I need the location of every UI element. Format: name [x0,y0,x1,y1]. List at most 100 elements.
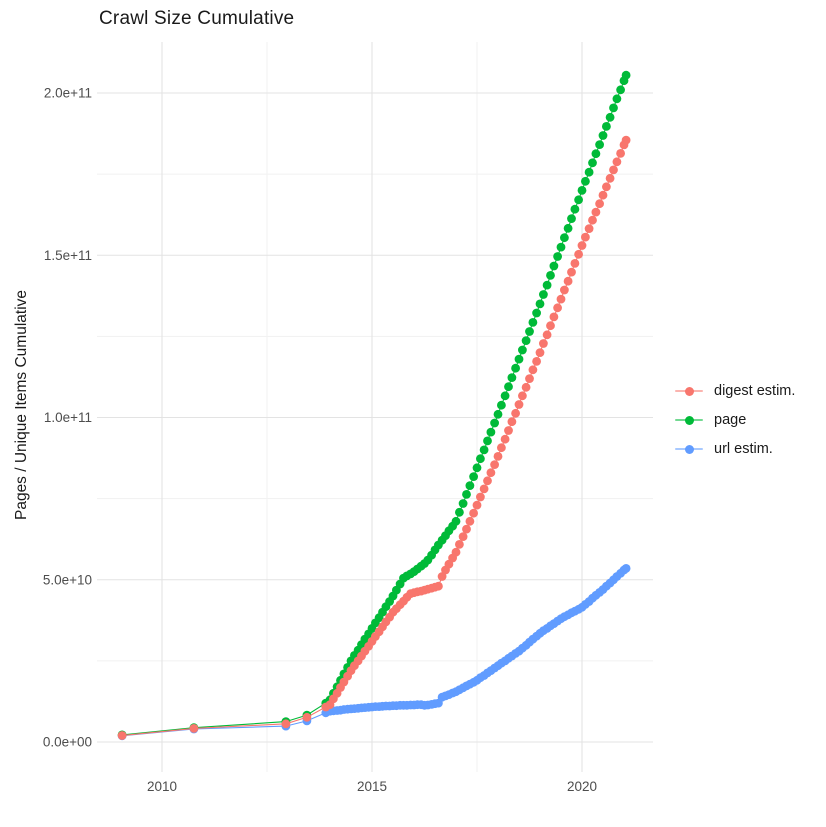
data-point [476,492,485,502]
legend-key-url-estim [674,440,704,458]
data-point [493,452,503,461]
data-point [621,70,631,80]
data-point [469,472,478,481]
data-point [528,318,538,327]
data-point [621,135,631,145]
data-point [497,443,506,453]
data-point [514,354,524,364]
data-point [567,214,576,224]
data-point [507,373,517,382]
data-point [598,131,608,140]
data-point [518,391,527,401]
data-point [490,418,499,428]
data-point [483,476,492,486]
data-point [556,242,566,252]
legend-item-url-estim: url estim. [674,440,795,458]
data-point [553,252,562,261]
data-point [479,445,489,455]
legend-key-page [674,411,704,429]
data-point [535,299,545,309]
data-point [521,336,531,345]
y-tick-label: 1.0e+11 [44,410,92,425]
data-point [521,382,531,392]
data-point [281,719,291,729]
data-point [570,204,580,214]
data-point [528,365,538,375]
data-point [591,149,601,159]
data-point [500,391,510,401]
data-point [621,564,631,573]
y-tick-label: 0.0e+00 [43,735,92,750]
data-point [525,374,534,383]
legend: digest estim. page url estim. [674,382,795,458]
data-point [546,271,555,280]
data-point [458,499,468,508]
data-point [609,165,618,175]
data-point [605,112,615,122]
data-point [465,516,475,526]
data-point [539,339,548,348]
data-point [577,186,587,195]
chart-title: Crawl Size Cumulative [99,8,295,29]
legend-label: page [714,412,747,428]
data-point [546,321,555,331]
data-point [616,85,625,95]
data-point [539,290,548,299]
data-point [609,103,618,113]
data-point [472,500,482,510]
x-tick-label: 2015 [357,779,387,794]
data-point [500,434,510,444]
data-point [532,308,541,318]
series-line-digest-estim- [122,139,627,737]
data-point [549,312,559,322]
data-point [535,348,545,357]
data-point [602,122,611,131]
data-point [469,508,478,518]
data-point [612,94,622,104]
legend-point-icon [684,386,694,396]
legend-key-digest-estim [674,382,704,400]
data-point [486,468,496,478]
data-point [458,532,468,541]
data-point [518,345,527,355]
data-point [584,167,594,177]
data-point [434,581,443,591]
data-point [462,524,471,534]
data-point [595,140,604,150]
data-point [591,207,601,217]
legend-point-icon [684,444,694,454]
data-point [511,363,520,373]
data-point [483,436,492,446]
x-tick-label: 2010 [147,779,177,794]
y-axis-title: Pages / Unique Items Cumulative [13,289,30,521]
data-point [525,327,534,336]
data-point [602,182,611,192]
data-point [563,223,573,233]
data-point [588,158,597,168]
data-point [302,712,312,722]
y-tick-label: 1.5e+11 [44,248,92,263]
data-point [616,149,625,158]
data-point [563,276,573,286]
data-point [588,215,597,225]
data-point [514,400,524,409]
data-point [584,224,594,234]
legend-item-page: page [674,411,795,429]
data-point [581,176,590,186]
data-point [556,294,566,304]
data-point [490,460,499,469]
data-point [504,426,513,435]
data-point [542,280,552,290]
data-point [574,249,583,259]
data-point [455,507,464,517]
data-point [553,303,562,313]
data-point [507,417,517,427]
data-point [189,724,199,733]
legend-item-digest-estim: digest estim. [674,382,795,400]
data-point [451,516,461,526]
data-point [497,400,506,410]
data-point [437,572,447,581]
data-point [567,267,576,277]
